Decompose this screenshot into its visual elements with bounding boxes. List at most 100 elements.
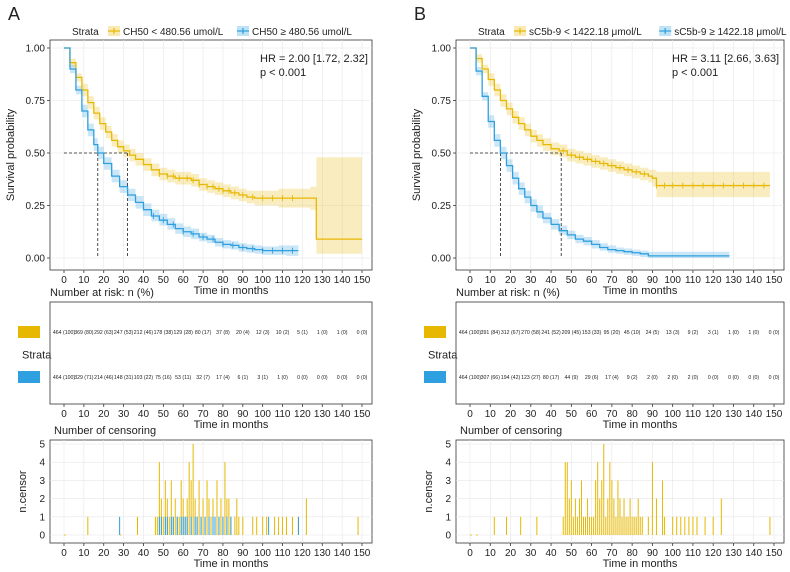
legend-key-1: [108, 26, 120, 36]
km-plot: 0 10 20 30 40 50 60 70 80 90 100 110 120 130 140 1500.0…: [5, 39, 373, 297]
risk-title: Number at risk: n (%): [50, 287, 154, 299]
risk-cell: 194 (42): [501, 375, 521, 381]
risk-cell: 20 (4): [236, 330, 250, 336]
censor-tick-label-y: 1: [445, 512, 451, 523]
censor-tick-label-y: 3: [39, 476, 45, 487]
censor-tick-label-x: 50: [566, 548, 578, 559]
censor-tick-label-x: 70: [198, 548, 210, 559]
censor-tick-label-y: 2: [39, 494, 45, 505]
risk-cell: 80 (17): [195, 330, 212, 336]
risk-tick-label-x: 10: [78, 409, 90, 420]
censor-y-axis-label: n.censor: [423, 470, 435, 513]
risk-cell: 1 (0): [317, 330, 328, 336]
risk-cell: 2 (0): [647, 375, 658, 381]
risk-cell: 214 (46): [94, 375, 114, 381]
risk-cell: 369 (80): [74, 330, 94, 336]
risk-cell: 292 (63): [94, 330, 114, 336]
censor-tick-label-x: 110: [685, 548, 701, 559]
tick-label-x: 30: [525, 275, 537, 286]
censor-tick-label-x: 50: [158, 548, 170, 559]
hr-annotation: HR = 2.00 [1.72, 2.32]: [260, 53, 368, 65]
tick-label-x: 110: [685, 275, 701, 286]
risk-tick-label-x: 80: [217, 409, 229, 420]
ci-band-1: [64, 48, 362, 254]
censor-y-axis-label: n.censor: [17, 470, 29, 513]
censor-tick-label-x: 20: [505, 548, 517, 559]
risk-cell: 123 (27): [521, 375, 541, 381]
risk-cell: 9 (2): [688, 330, 699, 336]
censor-tick-label-x: 30: [118, 548, 130, 559]
risk-cell: 12 (3): [256, 330, 270, 336]
risk-cell: 0 (0): [337, 375, 348, 381]
risk-x-axis-label: Time in months: [194, 419, 269, 431]
tick-label-x: 120: [705, 275, 722, 286]
risk-cell: 0 (0): [357, 375, 368, 381]
tick-label-x: 10: [485, 275, 497, 286]
censor-tick-label-x: 0: [467, 548, 473, 559]
median-lines: [470, 152, 562, 258]
censor-tick-label-x: 60: [586, 548, 598, 559]
risk-tick-label-x: 120: [294, 409, 311, 420]
risk-cell: 391 (84): [481, 330, 501, 336]
risk-cell: 1 (0): [728, 330, 739, 336]
tick-label-x: 60: [178, 275, 190, 286]
censor-tick-label-x: 140: [745, 548, 762, 559]
risk-cell: 80 (17): [543, 375, 560, 381]
tick-label-x: 20: [98, 275, 110, 286]
tick-label-x: 80: [217, 275, 229, 286]
tick-label-x: 130: [314, 275, 331, 286]
risk-strata-swatch-1: [18, 326, 40, 338]
risk-cell: 9 (2): [627, 375, 638, 381]
risk-tick-label-x: 70: [198, 409, 210, 420]
survival-curve-2: [470, 47, 730, 257]
censor-tick-label-x: 110: [275, 548, 291, 559]
risk-tick-label-x: 100: [254, 409, 271, 420]
median-lines: [64, 152, 128, 258]
censor-tick-label-x: 90: [647, 548, 659, 559]
tick-label-x: 90: [647, 275, 659, 286]
x-axis-label: Time in months: [194, 285, 269, 297]
risk-tick-label-x: 30: [118, 409, 130, 420]
censor-title: Number of censoring: [54, 425, 156, 437]
tick-label-x: 100: [254, 275, 271, 286]
tick-label-y: 0.25: [26, 201, 46, 212]
risk-frame: [455, 301, 785, 405]
risk-tick-label-x: 130: [725, 409, 742, 420]
tick-label-y: 1.00: [26, 44, 46, 55]
tick-label-y: 0.50: [432, 149, 452, 160]
risk-tick-label-x: 130: [314, 409, 331, 420]
risk-cell: 24 (5): [646, 330, 660, 336]
censor-tick-label-x: 90: [237, 548, 249, 559]
risk-tick-label-x: 90: [237, 409, 249, 420]
km-plot: 0 10 20 30 40 50 60 70 80 90 100 110 120 130 140 1500.0…: [411, 39, 785, 297]
tick-label-x: 150: [766, 275, 783, 286]
risk-cell: 1 (0): [277, 375, 288, 381]
y-axis-label: Survival probability: [5, 108, 17, 201]
risk-cell: 241 (52): [541, 330, 561, 336]
risk-tick-label-x: 40: [138, 409, 150, 420]
risk-cell: 5 (1): [297, 330, 308, 336]
risk-cell: 464 (100): [459, 330, 481, 336]
risk-strata-swatch-1: [424, 326, 446, 338]
panel-label: B: [414, 4, 426, 24]
risk-cell: 17 (4): [216, 375, 230, 381]
censor-tick-label-x: 70: [606, 548, 618, 559]
risk-cell: 6 (1): [237, 375, 248, 381]
censor-tick-label-y: 5: [445, 440, 451, 451]
risk-cell: 2 (0): [688, 375, 699, 381]
risk-tick-label-x: 50: [158, 409, 170, 420]
risk-title: Number at risk: n (%): [456, 287, 560, 299]
tick-label-y: 0.00: [26, 254, 46, 265]
legend-key-1: [514, 26, 526, 36]
risk-cell: 0 (0): [297, 375, 308, 381]
risk-cell: 75 (16): [155, 375, 172, 381]
tick-label-x: 90: [237, 275, 249, 286]
risk-cell: 1 (0): [337, 330, 348, 336]
risk-table: Number at risk: n (%)464 (100) 391 (84) 31…: [424, 287, 785, 431]
tick-label-x: 110: [275, 275, 291, 286]
censor-tick-label-y: 2: [445, 494, 451, 505]
censor-tick-label-x: 140: [334, 548, 351, 559]
legend: Strata sC5b-9 < 1422.18 μmol/L sC5b-9 ≥ 14…: [478, 26, 787, 38]
risk-cell: 212 (46): [134, 330, 154, 336]
risk-cell: 247 (53): [114, 330, 134, 336]
